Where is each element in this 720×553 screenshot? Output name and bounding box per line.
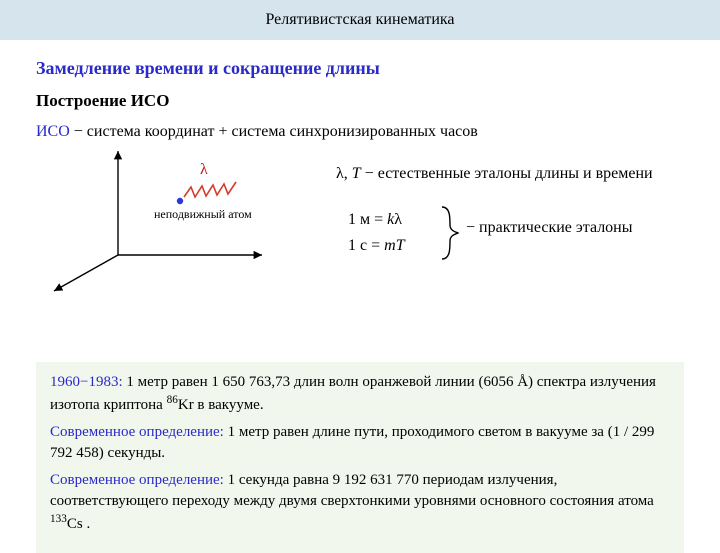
natural-rest: − естественные эталоны длины и времени — [361, 165, 653, 182]
definition-line: ИСО − система координат + система синхро… — [36, 123, 684, 141]
p1-text-a: 1 метр равен 1 650 763,73 длин волн оран… — [50, 374, 656, 413]
info-p3: Современное определение: 1 секунда равна… — [50, 470, 670, 535]
iso-def-rest: − система координат + система синхронизи… — [70, 123, 478, 140]
eq2: 1 с = mT — [348, 233, 405, 259]
info-box: 1960−1983: 1 метр равен 1 650 763,73 дли… — [36, 362, 684, 553]
header-title: Релятивистская кинематика — [265, 11, 454, 29]
kr-tail: Kr в вакууме. — [178, 397, 264, 413]
section-title: Замедление времени и сокращение длины — [36, 58, 684, 79]
eq2-pre: 1 с = — [348, 237, 384, 254]
T-symbol: T — [352, 165, 361, 182]
diagram-region: λ λ, T − естественные эталоны длины и вр… — [36, 147, 684, 297]
eq1-post: λ — [394, 211, 402, 228]
years-range: 1960−1983: — [50, 374, 123, 390]
eq2-m: m — [384, 237, 396, 254]
cs-tail: Cs . — [67, 516, 90, 532]
curly-bracket — [436, 205, 462, 261]
natural-standards-line: λ, T − естественные эталоны длины и врем… — [336, 165, 653, 183]
kr-sup: 86 — [167, 394, 178, 406]
lambda-prefix: λ, — [336, 165, 352, 182]
modern-label-2: Современное определение: — [50, 472, 224, 488]
eq2-T: T — [396, 237, 405, 254]
practical-label: − практические эталоны — [466, 219, 632, 237]
header-band: Релятивистская кинематика — [0, 0, 720, 40]
atom-label: неподвижный атом — [154, 207, 252, 222]
info-p1: 1960−1983: 1 метр равен 1 650 763,73 дли… — [50, 372, 670, 416]
cs-sup: 133 — [50, 513, 67, 525]
modern-label-1: Современное определение: — [50, 424, 224, 440]
eq1-pre: 1 м = — [348, 211, 387, 228]
equations-block: 1 м = kλ 1 с = mT — [348, 207, 405, 258]
info-p2: Современное определение: 1 метр равен дл… — [50, 422, 670, 464]
eq1: 1 м = kλ — [348, 207, 405, 233]
iso-term: ИСО — [36, 123, 70, 140]
lambda-symbol: λ — [200, 161, 208, 179]
subsection-title: Построение ИСО — [36, 91, 684, 111]
